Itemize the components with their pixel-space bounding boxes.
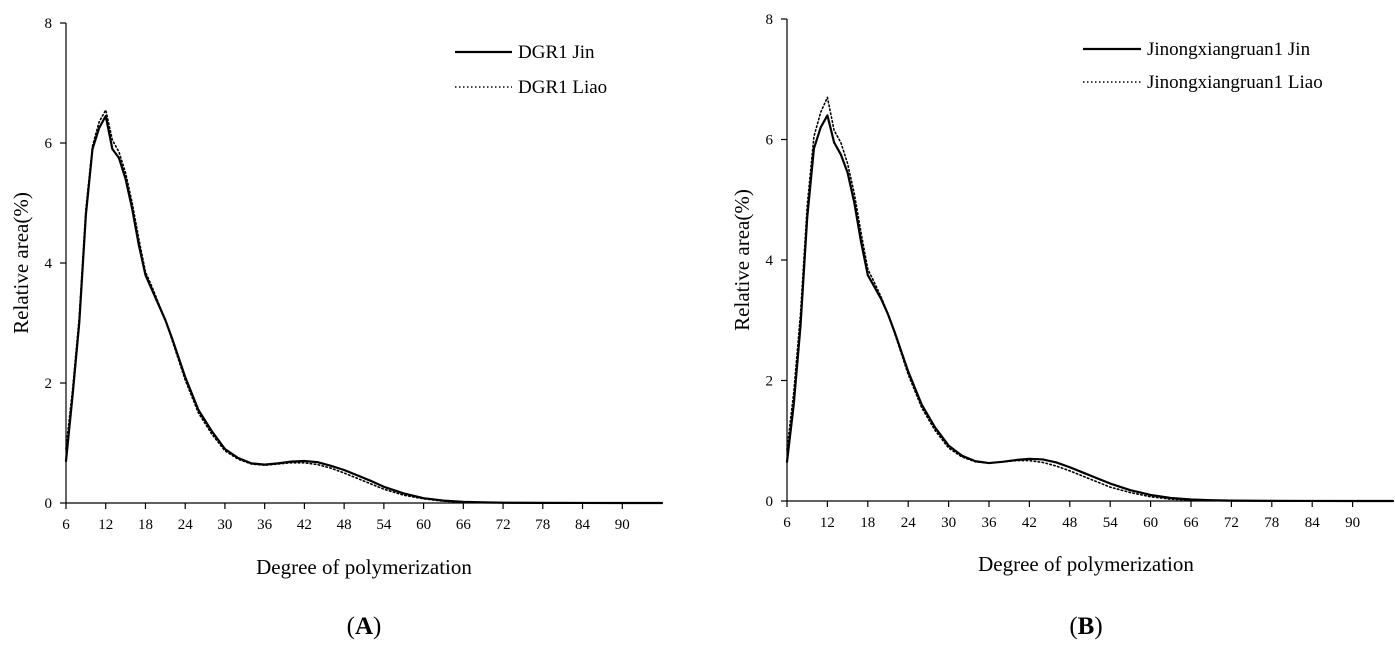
y-tick-label: 8 bbox=[766, 12, 774, 28]
x-tick-label: 60 bbox=[416, 517, 431, 533]
y-tick-label: 6 bbox=[766, 133, 774, 149]
series-line-dotted bbox=[65, 109, 663, 504]
x-tick-label: 36 bbox=[982, 515, 998, 531]
y-tick-label: 0 bbox=[45, 496, 53, 512]
x-tick-label: 30 bbox=[941, 515, 956, 531]
x-tick-label: 90 bbox=[1345, 515, 1360, 531]
x-tick-label: 6 bbox=[783, 515, 791, 531]
legend-entry: Jinongxiangruan1 Liao bbox=[1147, 72, 1323, 93]
x-tick-label: 60 bbox=[1143, 515, 1158, 531]
y-tick-label: 2 bbox=[766, 374, 774, 390]
x-tick-label: 18 bbox=[860, 515, 875, 531]
x-axis-label: Degree of polymerization bbox=[256, 555, 472, 579]
x-tick-label: 24 bbox=[901, 515, 917, 531]
legend: Jinongxiangruan1 Jin Jinongxiangruan1 Lia… bbox=[1083, 39, 1323, 93]
y-axis-label: Relative area(%) bbox=[730, 189, 754, 331]
legend: DGR1 Jin DGR1 Liao bbox=[455, 42, 607, 98]
panel-label: (A) bbox=[347, 613, 382, 640]
series-line-solid bbox=[64, 114, 664, 505]
series-line-dotted bbox=[786, 96, 1394, 502]
x-tick-label: 12 bbox=[820, 515, 835, 531]
y-tick-label: 4 bbox=[45, 256, 53, 272]
x-tick-label: 78 bbox=[1264, 515, 1279, 531]
x-tick-label: 30 bbox=[217, 517, 232, 533]
x-tick-label: 18 bbox=[138, 517, 153, 533]
x-tick-label: 84 bbox=[1305, 515, 1321, 531]
y-tick-label: 8 bbox=[45, 16, 53, 32]
x-tick-label: 90 bbox=[615, 517, 630, 533]
y-axis-label: Relative area(%) bbox=[9, 192, 33, 334]
y-tick-label: 4 bbox=[766, 253, 774, 269]
x-tick-label: 72 bbox=[496, 517, 511, 533]
x-tick-label: 78 bbox=[535, 517, 550, 533]
x-tick-label: 24 bbox=[178, 517, 194, 533]
x-tick-label: 48 bbox=[1062, 515, 1077, 531]
panel-label: (B) bbox=[1069, 613, 1102, 640]
y-tick-label: 0 bbox=[766, 494, 774, 510]
y-tick-label: 6 bbox=[45, 136, 53, 152]
series-line-solid bbox=[785, 114, 1395, 503]
x-tick-label: 66 bbox=[1184, 515, 1200, 531]
legend-entry: DGR1 Liao bbox=[518, 77, 607, 98]
x-tick-label: 84 bbox=[575, 517, 591, 533]
x-tick-label: 72 bbox=[1224, 515, 1239, 531]
x-tick-label: 12 bbox=[98, 517, 113, 533]
x-tick-label: 66 bbox=[456, 517, 472, 533]
x-tick-label: 54 bbox=[376, 517, 392, 533]
x-tick-label: 48 bbox=[337, 517, 352, 533]
x-tick-label: 36 bbox=[257, 517, 273, 533]
x-tick-label: 42 bbox=[297, 517, 312, 533]
x-axis-label: Degree of polymerization bbox=[978, 552, 1194, 576]
x-tick-label: 42 bbox=[1022, 515, 1037, 531]
x-tick-label: 54 bbox=[1103, 515, 1119, 531]
legend-entry: Jinongxiangruan1 Jin bbox=[1147, 39, 1311, 60]
legend-entry: DGR1 Jin bbox=[518, 42, 595, 63]
y-tick-label: 2 bbox=[45, 376, 53, 392]
x-tick-label: 6 bbox=[62, 517, 70, 533]
